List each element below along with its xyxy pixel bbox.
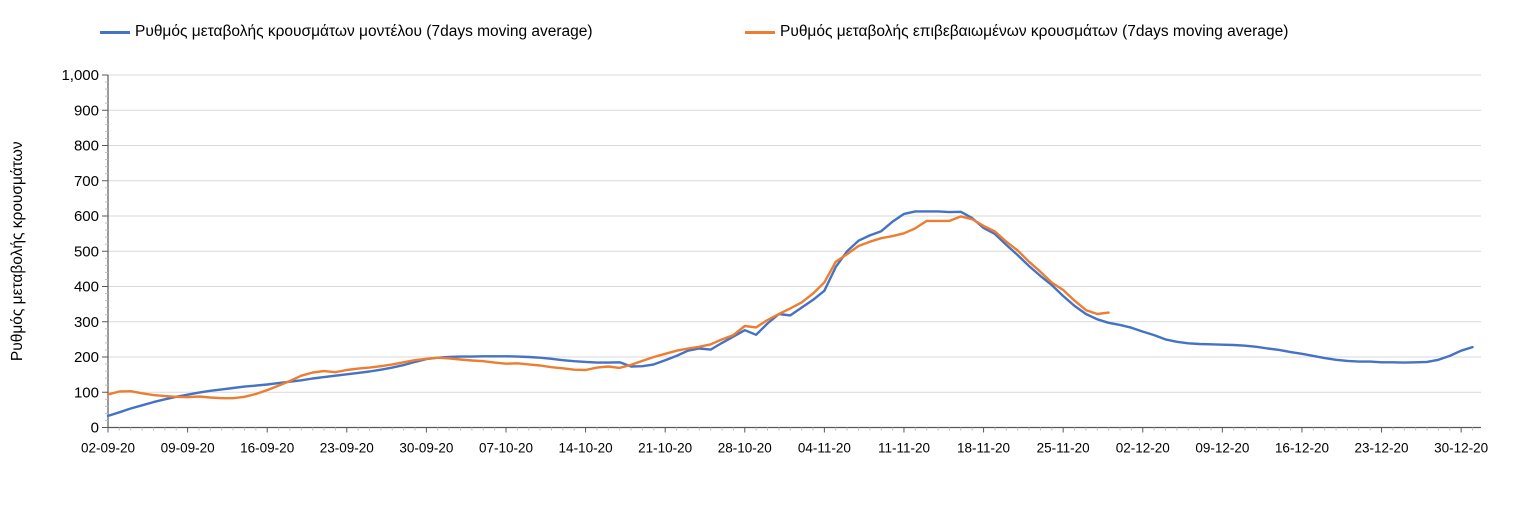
x-tick-label: 07-10-20 [479,441,533,456]
y-tick-label: 100 [74,384,99,401]
x-tick-label: 23-09-20 [320,441,374,456]
x-tick-label: 25-11-20 [1037,441,1090,456]
x-tick-label: 04-11-20 [798,441,851,456]
x-tick-label: 30-09-20 [399,441,453,456]
x-tick-label: 09-12-20 [1195,441,1249,456]
x-tick-label: 16-09-20 [240,441,294,456]
legend-item-model: Ρυθμός μεταβολής κρουσμάτων μοντέλου (7d… [100,22,593,42]
x-tick-label: 11-11-20 [878,441,930,456]
y-tick-label: 0 [91,420,99,437]
legend-label-model: Ρυθμός μεταβολής κρουσμάτων μοντέλου (7d… [135,23,593,40]
x-tick-label: 28-10-20 [718,441,772,456]
y-tick-label: 600 [74,208,99,225]
x-tick-label: 02-12-20 [1116,441,1170,456]
legend-line-model-icon [100,30,130,34]
x-tick-label: 16-12-20 [1275,441,1329,456]
legend-line-confirmed-icon [745,30,775,34]
legend: Ρυθμός μεταβολής κρουσμάτων μοντέλου (7d… [0,0,1513,48]
y-tick-label: 1,000 [61,67,99,84]
y-tick-label: 200 [74,349,99,366]
series-line-confirmed [106,215,1110,400]
x-tick-label: 23-12-20 [1355,441,1409,456]
legend-item-confirmed: Ρυθμός μεταβολής επιβεβαιωμένων κρουσμάτ… [745,22,1288,42]
y-tick-label: 400 [74,279,99,296]
x-tick-label: 21-10-20 [638,441,692,456]
y-axis-title: Ρυθμός μεταβολής κρουσμάτων [9,141,26,361]
y-tick-label: 300 [74,314,99,331]
x-tick-label: 18-11-20 [957,441,1010,456]
x-tick-label: 30-12-20 [1434,441,1488,456]
y-tick-label: 500 [74,243,99,260]
y-tick-label: 900 [74,102,99,119]
x-tick-label: 09-09-20 [161,441,215,456]
y-tick-label: 800 [74,138,99,155]
series-line-model [106,210,1474,418]
y-tick-label: 700 [74,173,99,190]
legend-label-confirmed: Ρυθμός μεταβολής επιβεβαιωμένων κρουσμάτ… [780,23,1289,40]
x-tick-label: 02-09-20 [81,441,135,456]
x-tick-label: 14-10-20 [559,441,613,456]
